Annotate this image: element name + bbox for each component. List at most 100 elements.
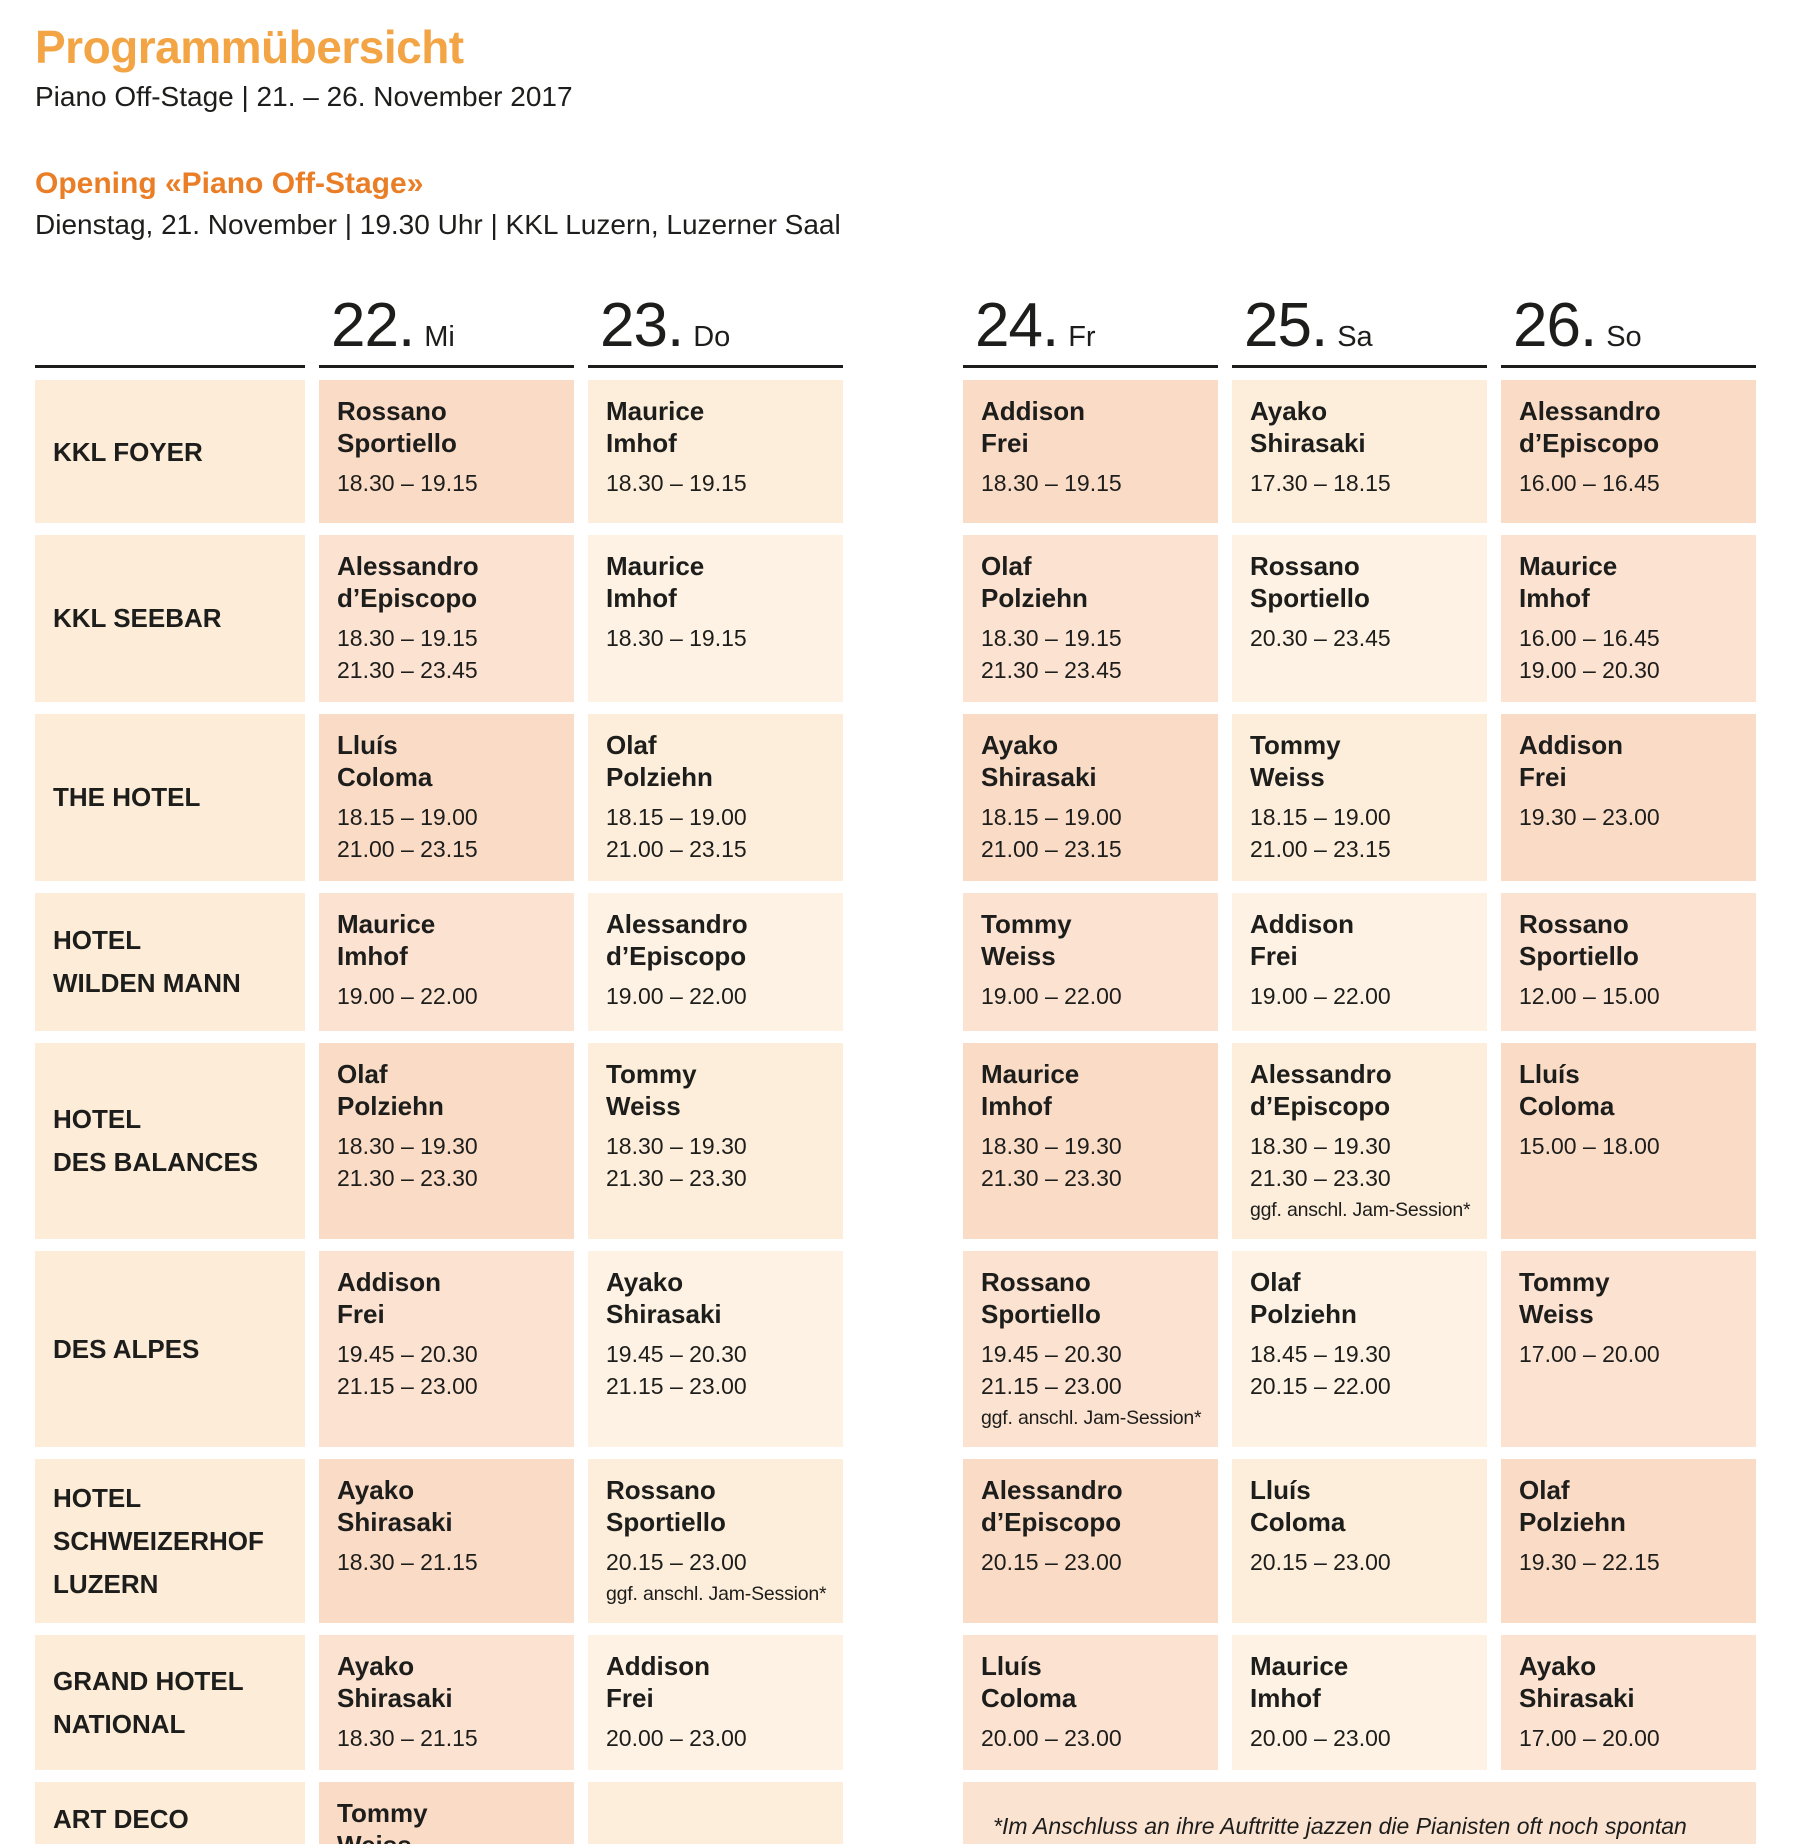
day-number: 22.	[331, 290, 415, 360]
pianist-name-line: Maurice	[1250, 1651, 1349, 1682]
venue-name-line: ART DECO	[53, 1803, 189, 1834]
pianist-name: Olaf Polziehn	[1519, 1475, 1738, 1538]
pianist-name-line: Rossano	[337, 396, 447, 427]
pianist-name: Olaf Polziehn	[1250, 1267, 1469, 1330]
pianist-name-line: Shirasaki	[1519, 1683, 1635, 1714]
schedule-cell: Addison Frei 19.30 – 23.00	[1501, 714, 1756, 882]
venue-name: KKL FOYER	[53, 431, 203, 474]
pianist-name-line: Shirasaki	[1250, 428, 1366, 459]
day-abbreviation: Do	[693, 320, 731, 353]
schedule-cell: Alessandro d’Episcopo 20.15 – 23.00	[963, 1459, 1218, 1624]
pianist-name-line: d’Episcopo	[337, 583, 478, 614]
performance-time: 20.15 – 23.00	[1250, 1548, 1391, 1575]
schedule-cell: Ayako Shirasaki 18.30 – 21.15	[319, 1635, 574, 1770]
pianist-name-line: Weiss	[337, 1830, 556, 1844]
pianist-name-line: Addison	[981, 396, 1085, 427]
schedule-cell: Rossano Sportiello 18.30 – 19.15	[319, 380, 574, 524]
pianist-name: Addison Frei	[1519, 730, 1738, 793]
pianist-name: Olaf Polziehn	[606, 730, 825, 793]
pianist-name-line: Tommy	[1250, 730, 1341, 761]
pianist-name: Rossano Sportiello	[606, 1475, 825, 1538]
schedule-cell: Lluís Coloma 15.00 – 18.00	[1501, 1043, 1756, 1240]
pianist-name-line: Coloma	[1250, 1507, 1346, 1538]
performance-time: 21.30 – 23.45	[981, 657, 1122, 684]
pianist-name-line: Weiss	[981, 940, 1056, 971]
day-header: 26. So	[1501, 290, 1756, 369]
pianist-name: Maurice Imhof	[606, 551, 825, 614]
schedule-cell: Tommy Weiss 17.00 – 20.00	[1501, 1251, 1756, 1448]
performance-time: 20.00 – 23.00	[1250, 1724, 1391, 1751]
pianist-name-line: d’Episcopo	[1519, 428, 1660, 459]
performance-time: 20.15 – 23.00	[606, 1548, 747, 1575]
pianist-name-line: Polziehn	[981, 583, 1088, 614]
venue-name-line: HOTEL	[53, 1482, 142, 1513]
venue-name-line: DES ALPES	[53, 1333, 200, 1364]
schedule-cell: Alessandro d’Episcopo 19.00 – 22.00	[588, 893, 843, 1032]
pianist-name-line: Polziehn	[1250, 1298, 1357, 1329]
performance-time: 19.00 – 22.00	[606, 982, 747, 1009]
empty-cell	[588, 1781, 843, 1844]
pianist-name-line: Addison	[1250, 909, 1354, 940]
performance-time: 21.30 – 23.30	[337, 1164, 478, 1191]
schedule-cell: Alessandro d’Episcopo 18.30 – 19.15 21.30 –…	[319, 535, 574, 703]
performance-time: 19.30 – 22.15	[1519, 1548, 1660, 1575]
pianist-name-line: Coloma	[981, 1683, 1077, 1714]
day-number: 24.	[975, 290, 1059, 360]
pianist-name-line: Imhof	[1250, 1683, 1321, 1714]
pianist-name: Rossano Sportiello	[1250, 551, 1469, 614]
performance-time: 19.45 – 20.30	[337, 1340, 478, 1367]
pianist-name-line: d’Episcopo	[981, 1507, 1122, 1538]
performance-time: 21.30 – 23.30	[1250, 1164, 1391, 1191]
jam-session-note: ggf. anschl. Jam-Session*	[606, 1582, 827, 1605]
pianist-name-line: Frei	[1519, 762, 1567, 793]
performance-time: 18.30 – 19.30	[337, 1132, 478, 1159]
pianist-name-line: Maurice	[606, 551, 705, 582]
schedule-cell: Lluís Coloma 20.00 – 23.00	[963, 1635, 1218, 1770]
day-number: 26.	[1513, 290, 1597, 360]
pianist-name: Rossano Sportiello	[1519, 909, 1738, 972]
performance-time: 18.30 – 19.15	[981, 469, 1122, 496]
day-abbreviation: Sa	[1337, 320, 1373, 353]
pianist-name: Maurice Imhof	[337, 909, 556, 972]
performance-time: 18.30 – 19.15	[981, 624, 1122, 651]
page-title: Programmübersicht	[35, 21, 464, 73]
pianist-name: Addison Frei	[337, 1267, 556, 1330]
pianist-name-line: Weiss	[1250, 762, 1325, 793]
pianist-name-line: Polziehn	[337, 1090, 444, 1121]
pianist-name-line: Imhof	[1519, 583, 1590, 614]
performance-time: 18.30 – 19.15	[606, 469, 747, 496]
pianist-name-line: Lluís	[1519, 1059, 1580, 1090]
performance-time: 18.30 – 19.30	[1250, 1132, 1391, 1159]
pianist-name-line: Sportiello	[337, 428, 457, 459]
venue-name: THE HOTEL	[53, 776, 200, 819]
pianist-name-line: Imhof	[606, 428, 677, 459]
pianist-name: Alessandro d’Episcopo	[981, 1475, 1200, 1538]
opening-details: Dienstag, 21. November | 19.30 Uhr | KKL…	[35, 208, 841, 240]
performance-time: 19.00 – 22.00	[1250, 982, 1391, 1009]
performance-time: 18.30 – 19.30	[606, 1132, 747, 1159]
performance-time: 17.00 – 20.00	[1519, 1340, 1660, 1367]
pianist-name: Alessandro d’Episcopo	[606, 909, 825, 972]
schedule-cell: Alessandro d’Episcopo 16.00 – 16.45	[1501, 380, 1756, 524]
pianist-name: Maurice Imhof	[981, 1059, 1200, 1122]
schedule-cell: Addison Frei 19.45 – 20.30 21.15 – 23.00	[319, 1251, 574, 1448]
schedule-cell: Maurice Imhof 18.30 – 19.15	[588, 535, 843, 703]
pianist-name-line: Ayako	[337, 1475, 415, 1506]
schedule-cell: Ayako Shirasaki 17.00 – 20.00	[1501, 1635, 1756, 1770]
pianist-name-line: Imhof	[606, 583, 677, 614]
pianist-name-line: Sportiello	[1519, 940, 1639, 971]
venue-name: HOTEL WILDEN MANN	[53, 919, 241, 1005]
performance-time: 21.30 – 23.30	[981, 1164, 1122, 1191]
venue-column-header	[35, 297, 305, 369]
pianist-name-line: Lluís	[1250, 1475, 1311, 1506]
schedule-cell: Addison Frei 20.00 – 23.00	[588, 1635, 843, 1770]
pianist-name-line: Maurice	[1519, 551, 1618, 582]
venue-cell: HOTEL SCHWEIZERHOF LUZERN	[35, 1459, 305, 1624]
performance-time: 20.15 – 23.00	[981, 1548, 1122, 1575]
schedule-cell: Maurice Imhof 18.30 – 19.15	[588, 380, 843, 524]
pianist-name: Ayako Shirasaki	[981, 730, 1200, 793]
